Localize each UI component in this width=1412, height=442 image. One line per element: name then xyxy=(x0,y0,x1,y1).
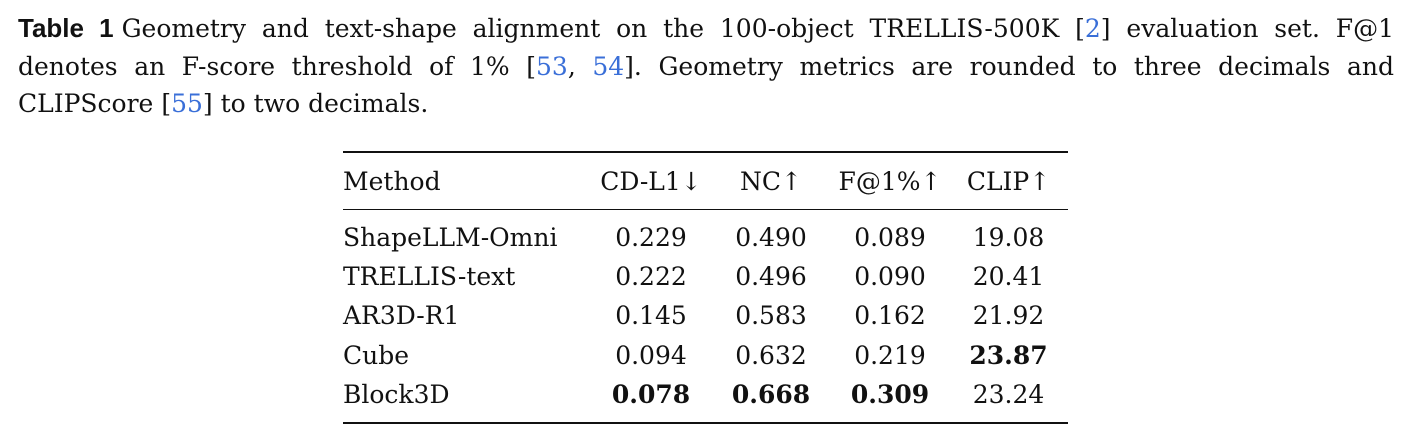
cell-clip-best: 23.87 xyxy=(969,340,1048,370)
citation-link[interactable]: 55 xyxy=(171,89,203,118)
cell-nc: 0.632 xyxy=(735,340,807,370)
cell-nc: 0.490 xyxy=(735,223,807,253)
cell-cd-l1-best: 0.078 xyxy=(611,379,691,409)
cell-f-score: 0.090 xyxy=(854,262,926,292)
caption-text: ]. Geometry metrics are rounded to three… xyxy=(18,51,1394,119)
caption-text: Geometry and text-shape alignment on the… xyxy=(121,14,1076,43)
cell-nc: 0.583 xyxy=(735,301,807,331)
cell-nc-best: 0.668 xyxy=(731,379,811,409)
cell-cd-l1: 0.229 xyxy=(615,223,687,253)
cell-method: Cube xyxy=(343,340,410,370)
column-header-nc: NC↑ xyxy=(740,166,802,196)
cell-clip: 19.08 xyxy=(972,223,1045,253)
cell-method: TRELLIS-text xyxy=(343,262,516,292)
column-header-method: Method xyxy=(343,166,441,196)
caption-label: Table 1 xyxy=(18,13,114,43)
caption-text: evaluation set. F@1 denotes an F-score t… xyxy=(18,14,1394,81)
table-row: AR3D-R1 0.145 0.583 0.162 21.92 xyxy=(343,296,1068,335)
cell-clip: 20.41 xyxy=(972,262,1045,292)
citation-link[interactable]: 54 xyxy=(592,51,625,81)
column-header-cd-l1: CD-L1↓ xyxy=(600,166,702,196)
column-header-clip: CLIP↑ xyxy=(966,166,1051,196)
cell-nc: 0.496 xyxy=(735,262,807,292)
cell-clip: 23.24 xyxy=(972,379,1045,409)
cell-method: Block3D xyxy=(343,379,450,409)
caption-text: to two decimals. xyxy=(212,89,429,118)
cell-method: ShapeLLM-Omni xyxy=(343,223,558,253)
cell-f-score: 0.162 xyxy=(854,301,926,331)
table-row: ShapeLLM-Omni 0.229 0.490 0.089 19.08 xyxy=(343,210,1068,258)
table-header-row: Method CD-L1↓ NC↑ F@1%↑ CLIP↑ xyxy=(343,152,1068,210)
cell-cd-l1: 0.222 xyxy=(615,262,687,292)
cell-f-score-best: 0.309 xyxy=(850,379,930,409)
cell-method: AR3D-R1 xyxy=(343,301,460,331)
table-caption: Table 1 Geometry and text-shape alignment… xyxy=(18,13,1394,119)
column-header-f-score: F@1%↑ xyxy=(838,166,942,196)
citation-link[interactable]: 53 xyxy=(536,51,568,81)
cell-f-score: 0.219 xyxy=(854,340,926,370)
results-table: Method CD-L1↓ NC↑ F@1%↑ CLIP↑ ShapeLLM-O… xyxy=(343,151,1068,424)
table-row: TRELLIS-text 0.222 0.496 0.090 20.41 xyxy=(343,257,1068,296)
table-row: Block3D 0.078 0.668 0.309 23.24 xyxy=(343,375,1068,423)
cell-cd-l1: 0.145 xyxy=(615,301,687,331)
results-table-container: Method CD-L1↓ NC↑ F@1%↑ CLIP↑ ShapeLLM-O… xyxy=(343,151,1068,424)
cell-clip: 21.92 xyxy=(972,301,1045,331)
table-row: Cube 0.094 0.632 0.219 23.87 xyxy=(343,336,1068,375)
cell-cd-l1: 0.094 xyxy=(615,340,687,370)
caption-text: , xyxy=(567,51,593,81)
cell-f-score: 0.089 xyxy=(854,223,926,253)
citation-link[interactable]: 2 xyxy=(1084,14,1101,43)
